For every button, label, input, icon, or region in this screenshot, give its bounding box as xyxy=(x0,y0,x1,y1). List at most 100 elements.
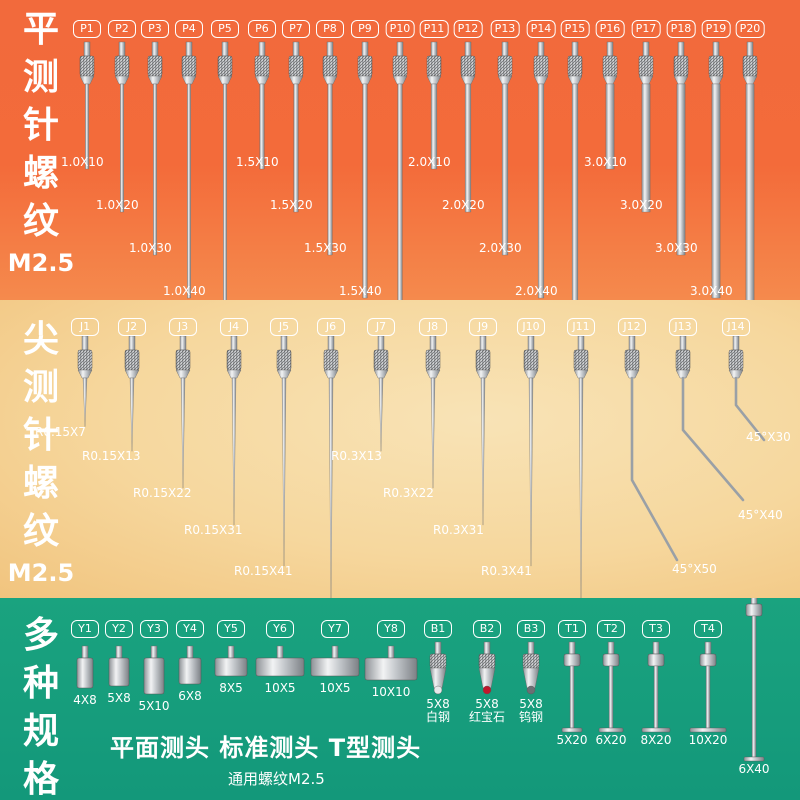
point-probe-needle xyxy=(378,377,384,452)
probe-thread xyxy=(227,645,235,659)
point-probe-needle xyxy=(231,377,237,526)
probe-tag: J8 xyxy=(419,318,447,336)
point-probe-knurl xyxy=(373,349,389,371)
multi-probe-drawing xyxy=(76,598,765,762)
flat-probe-thread xyxy=(677,41,685,57)
point-probe-needle xyxy=(480,377,486,526)
point-probe-needle xyxy=(430,377,436,489)
flat-probe-knurl xyxy=(217,55,233,77)
point-probe-title: 尖 测 针 螺 纹 M2.5 xyxy=(8,316,74,588)
flat-probe-knurl xyxy=(567,55,583,77)
probe-tag: P13 xyxy=(490,20,520,38)
point-probe-section: 尖 测 针 螺 纹 M2.5 J1 R0.15X7 J2 R0.15X13 J3 R0.1… xyxy=(0,300,800,598)
point-probe-thread xyxy=(732,335,740,351)
probe-tag: B3 xyxy=(517,620,545,638)
flat-probe-knurl xyxy=(673,55,689,77)
probe-size-label: 3.0X30 xyxy=(655,241,698,255)
probe-size-label: 10X5 xyxy=(264,681,296,695)
t-probe-disk xyxy=(743,756,765,762)
probe-tag: P6 xyxy=(248,20,276,38)
flat-probe-knurl xyxy=(742,55,758,77)
flat-probe-taper xyxy=(357,75,373,85)
probe-size-label: 45°X50 xyxy=(672,562,717,576)
probe-tag: Y5 xyxy=(217,620,245,638)
title-char: 多 xyxy=(22,615,59,656)
standard-ball-tip xyxy=(526,685,536,695)
flat-probe-taper xyxy=(147,75,163,85)
flat-probe-knurl xyxy=(181,55,197,77)
flat-probe-section: 平 测 针 螺 纹 M2.5 P1 1.0X10 P2 1.0X20 P3 1.0X30 P… xyxy=(0,0,800,300)
probe-thread xyxy=(150,645,158,659)
title-char: 针 xyxy=(22,105,59,146)
flat-probe-taper xyxy=(426,75,442,85)
probe-size-label: 5X8 xyxy=(519,697,543,711)
flat-head xyxy=(108,657,130,687)
point-probe-knurl xyxy=(77,349,93,371)
probe-tag: P19 xyxy=(701,20,731,38)
probe-thread xyxy=(483,641,491,655)
flat-probe-knurl xyxy=(708,55,724,77)
probe-size-label: 2.0X20 xyxy=(442,198,485,212)
point-probe-needle xyxy=(129,377,135,452)
probe-tag: J1 xyxy=(71,318,99,336)
probe-size-label: 1.0X30 xyxy=(129,241,172,255)
probe-material-label: 钨钢 xyxy=(518,710,544,724)
flat-probe-taper xyxy=(322,75,338,85)
flat-probe-knurl xyxy=(638,55,654,77)
probe-size-label: 3.0X40 xyxy=(690,284,733,298)
standard-ball-tip xyxy=(433,685,443,695)
probe-tag: Y8 xyxy=(377,620,405,638)
flat-probe-thread xyxy=(712,41,720,57)
flat-probe-stem xyxy=(187,83,191,299)
point-probe-taper xyxy=(475,369,491,379)
probe-size-label: R0.15X41 xyxy=(234,564,293,579)
flat-head xyxy=(214,657,248,677)
flat-probe-thread xyxy=(501,41,509,57)
flat-head xyxy=(178,657,202,685)
probe-size-label: R0.15X7 xyxy=(35,424,86,439)
point-probe-taper xyxy=(425,369,441,379)
probe-size-label: 1.5X20 xyxy=(270,198,313,212)
point-probe-taper xyxy=(124,369,140,379)
probe-tag: P11 xyxy=(419,20,449,38)
title-char: 种 xyxy=(22,663,59,704)
t-probe-disk xyxy=(598,727,624,733)
flat-probe-stem xyxy=(259,83,265,170)
probe-material-label: 白钢 xyxy=(425,710,451,724)
flat-probe-stem xyxy=(397,83,403,300)
flat-probe-stem xyxy=(293,83,299,213)
probe-tag: B1 xyxy=(424,620,452,638)
flat-probe-taper xyxy=(638,75,654,85)
point-probe-needle xyxy=(82,377,88,427)
probe-size-label: 10X20 xyxy=(688,733,728,747)
angled-probe-needle xyxy=(630,376,679,562)
flat-probe-thread xyxy=(537,41,545,57)
probe-size-label: R0.3X31 xyxy=(433,523,484,538)
probe-thread xyxy=(607,641,615,655)
probe-tag: P7 xyxy=(282,20,310,38)
point-probe-knurl xyxy=(323,349,339,371)
flat-probe-knurl xyxy=(254,55,270,77)
probe-tag: P2 xyxy=(108,20,136,38)
flat-probe-stem xyxy=(711,83,721,299)
flat-probe-taper xyxy=(79,75,95,85)
probe-size-label: R0.3X41 xyxy=(481,564,532,579)
flat-probe-stem xyxy=(464,83,472,213)
point-probe-knurl xyxy=(475,349,491,371)
point-probe-knurl xyxy=(523,349,539,371)
flat-probe-thread xyxy=(464,41,472,57)
flat-probe-taper xyxy=(602,75,618,85)
probe-tag: P3 xyxy=(141,20,169,38)
flat-probe-taper xyxy=(742,75,758,85)
title-char: 纹 xyxy=(22,201,59,242)
probe-size-label: 5X8 xyxy=(426,697,450,711)
point-probe-thread xyxy=(628,335,636,351)
probe-tag: T4 xyxy=(694,620,722,638)
flat-probe-stem xyxy=(327,83,333,256)
flat-probe-stem xyxy=(153,83,157,256)
probe-size-label: 5X10 xyxy=(138,699,170,713)
flat-probe-taper xyxy=(217,75,233,85)
probe-tag: J2 xyxy=(118,318,146,336)
probe-tag: B2 xyxy=(473,620,501,638)
flat-probe-title: 平 测 针 螺 纹 M2.5 xyxy=(8,6,74,278)
